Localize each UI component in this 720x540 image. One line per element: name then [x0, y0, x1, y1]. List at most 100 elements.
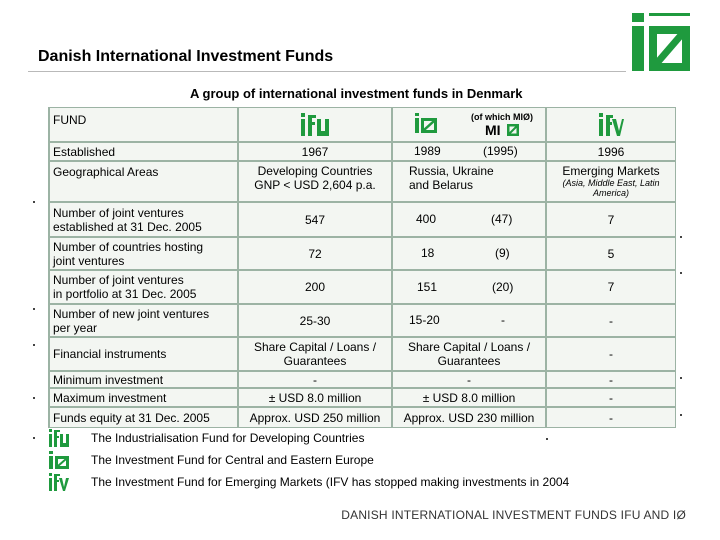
mio-jv: (47): [491, 212, 513, 226]
row-label-geo: Geographical Areas: [50, 162, 237, 201]
ifu-geo-line1: Developing Countries: [257, 164, 373, 178]
io-fin-line2: Guarantees: [437, 354, 501, 368]
ifv-min: -: [547, 372, 675, 387]
row-label-equity: Funds equity at 31 Dec. 2005: [50, 408, 237, 427]
io-min: -: [393, 372, 545, 387]
io-geo: Russia, Ukraine and Belarus: [393, 162, 545, 201]
io-main-logo: [632, 13, 690, 71]
ifv-jv: 7: [547, 203, 675, 236]
ifv-geo: Emerging Markets (Asia, Middle East, Lat…: [547, 162, 675, 201]
row-label-countries: Number of countries hosting joint ventur…: [50, 238, 237, 269]
ifv-fin: -: [547, 338, 675, 370]
io-geo-line2: and Belarus: [409, 178, 474, 192]
io-logo-icon: [415, 113, 437, 133]
decor-dot: [680, 377, 682, 379]
decor-dot: [33, 308, 35, 310]
legend-item-ifv: The Investment Fund for Emerging Markets…: [48, 472, 648, 492]
ifu-equity: Approx. USD 250 million: [239, 408, 391, 427]
io-established-cell: 1989 (1995): [393, 143, 545, 160]
jv-label-line1: Number of joint ventures: [53, 205, 184, 220]
ifu-established: 1967: [239, 143, 391, 160]
legend-text-ifu: The Industrialisation Fund for Developin…: [91, 431, 365, 445]
ifv-geo-line1: Emerging Markets: [562, 164, 660, 178]
mio-established: (1995): [483, 144, 518, 158]
ifv-max: -: [547, 389, 675, 406]
ifv-portfolio: 7: [547, 271, 675, 303]
io-geo-line1: Russia, Ukraine: [409, 164, 494, 178]
ifu-fin: Share Capital / Loans / Guarantees: [239, 338, 391, 370]
footer-text: DANISH INTERNATIONAL INVESTMENT FUNDS IF…: [341, 508, 686, 522]
io-jv-cell: 400 (47): [393, 203, 545, 236]
io-portfolio: 151: [417, 280, 438, 294]
legend-item-io: The Investment Fund for Central and East…: [48, 450, 648, 470]
mio-portfolio: (20): [492, 280, 514, 294]
io-fin: Share Capital / Loans / Guarantees: [393, 338, 545, 370]
ifu-countries: 72: [239, 238, 391, 269]
row-label-portfolio: Number of joint ventures in portfolio at…: [50, 271, 237, 303]
ifu-geo-line2: GNP < USD 2,604 p.a.: [254, 178, 376, 192]
decor-dot: [680, 272, 682, 274]
page-title: Danish International Investment Funds: [38, 48, 334, 65]
row-label-fin: Financial instruments: [50, 338, 237, 370]
svg-text:MI: MI: [485, 122, 501, 137]
fund-header-label: FUND: [50, 108, 237, 141]
ifu-logo-icon: [49, 429, 69, 447]
decor-dot: [680, 414, 682, 416]
io-countries-cell: 18 (9): [393, 238, 545, 269]
legend-item-ifu: The Industrialisation Fund for Developin…: [48, 428, 648, 448]
io-new-jv-cell: 15-20 -: [393, 305, 545, 336]
decor-dot: [33, 201, 35, 203]
ifv-header: [547, 108, 675, 141]
io-equity: Approx. USD 230 million: [393, 408, 545, 427]
ifu-jv: 547: [239, 203, 391, 236]
decor-dot: [546, 438, 548, 440]
io-portfolio-cell: 151 (20): [393, 271, 545, 303]
ifv-geo-line3: America): [592, 188, 629, 198]
fund-comparison-table: FUND (of which MIØ) MI: [48, 107, 676, 428]
mio-logo-icon: MI: [485, 122, 519, 137]
io-new-jv: 15-20: [409, 313, 440, 327]
row-label-min: Minimum investment: [50, 372, 237, 387]
title-divider: [28, 71, 626, 72]
ifv-logo-icon: [49, 473, 69, 491]
row-label-established: Established: [50, 143, 237, 160]
io-jv: 400: [416, 212, 437, 226]
ifv-countries: 5: [547, 238, 675, 269]
row-label-new-jv: Number of new joint ventures per year: [50, 305, 237, 336]
ifu-logo-icon: [301, 112, 329, 136]
io-fin-line1: Share Capital / Loans /: [407, 340, 531, 354]
ifu-min: -: [239, 372, 391, 387]
mio-countries: (9): [495, 246, 510, 260]
ifv-geo-line2: (Asia, Middle East, Latin: [562, 178, 660, 188]
io-header: (of which MIØ) MI: [393, 108, 545, 141]
ifu-geo: Developing Countries GNP < USD 2,604 p.a…: [239, 162, 391, 201]
portfolio-label-line1: Number of joint ventures: [53, 273, 184, 287]
ifu-new-jv: 25-30: [239, 305, 391, 336]
decor-dot: [33, 397, 35, 399]
jv-label-line2: established at 31 Dec. 2005: [53, 219, 202, 234]
countries-label-line1: Number of countries hosting: [53, 239, 204, 254]
mio-new-jv: -: [501, 313, 505, 327]
ifu-portfolio: 200: [239, 271, 391, 303]
io-established: 1989: [414, 144, 441, 158]
portfolio-label-line2: in portfolio at 31 Dec. 2005: [53, 287, 197, 301]
new-jv-label-line1: Number of new joint ventures: [53, 306, 210, 321]
countries-label-line2: joint ventures: [53, 253, 125, 268]
io-logo-icon: [49, 451, 69, 469]
legend-text-ifv: The Investment Fund for Emerging Markets…: [91, 475, 570, 489]
decor-dot: [680, 236, 682, 238]
ifu-fin-line2: Guarantees: [283, 354, 347, 368]
row-label-max: Maximum investment: [50, 389, 237, 406]
ifv-new-jv: -: [547, 305, 675, 336]
mio-note: (of which MIØ): [471, 112, 533, 122]
io-max: ± USD 8.0 million: [393, 389, 545, 406]
legend-text-io: The Investment Fund for Central and East…: [91, 453, 374, 467]
ifv-equity: -: [547, 408, 675, 427]
decor-dot: [33, 344, 35, 346]
ifv-logo-icon: [599, 112, 624, 136]
decor-dot: [33, 437, 35, 439]
ifu-fin-line1: Share Capital / Loans /: [253, 340, 377, 354]
ifu-max: ± USD 8.0 million: [239, 389, 391, 406]
io-countries: 18: [421, 246, 435, 260]
row-label-jv: Number of joint ventures established at …: [50, 203, 237, 236]
